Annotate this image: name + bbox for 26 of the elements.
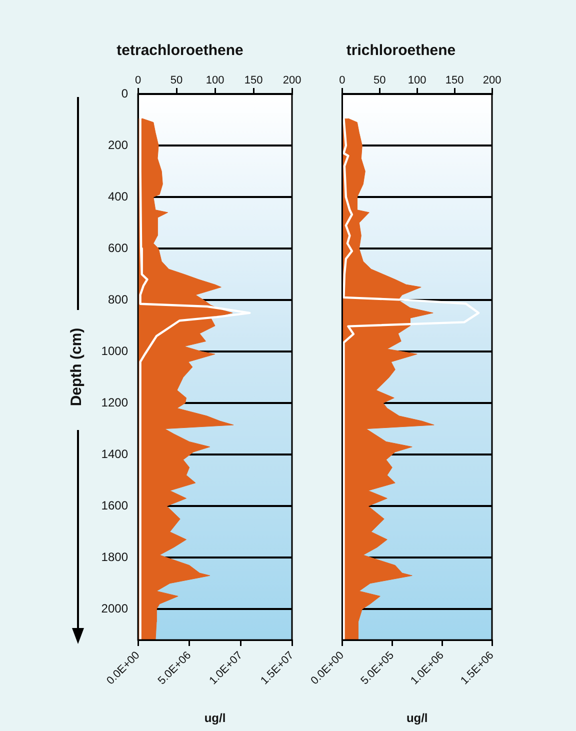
x2-tick-label: 0: [134, 74, 142, 86]
y-tick-label: 600: [108, 240, 128, 255]
x2-tick-label: 50: [374, 74, 386, 86]
y-tick-label: 1200: [101, 395, 128, 410]
x2-tick-label: 150: [445, 74, 464, 86]
chart-title: trichloroethene: [346, 42, 456, 60]
y-tick-label: 1800: [101, 550, 128, 564]
y-tick-label: 800: [108, 292, 128, 306]
x2-tick-label: 200: [482, 74, 502, 86]
y-tick-label: 400: [108, 189, 128, 204]
y-axis-title: Depth (cm): [68, 328, 86, 406]
x-axis-title: ug/l: [204, 711, 226, 726]
y-tick-label: 1000: [101, 344, 128, 358]
y-tick-label: 1600: [101, 498, 128, 512]
x2-tick-label: 0: [339, 74, 346, 86]
x2-tick-label: 100: [206, 74, 224, 86]
y-tick-label: 1400: [101, 446, 128, 461]
y-tick-label: 0: [121, 86, 128, 100]
y-tick-label: 200: [108, 138, 128, 152]
x2-tick-label: 150: [244, 74, 263, 86]
x2-tick-label: 200: [282, 74, 302, 86]
x2-tick-label: 50: [170, 74, 183, 86]
y-tick-label: 2000: [101, 601, 128, 616]
x-axis-title: ug/l: [406, 711, 428, 726]
x2-tick-label: 100: [408, 74, 426, 86]
chart-title: tetrachloroethene: [116, 42, 244, 60]
